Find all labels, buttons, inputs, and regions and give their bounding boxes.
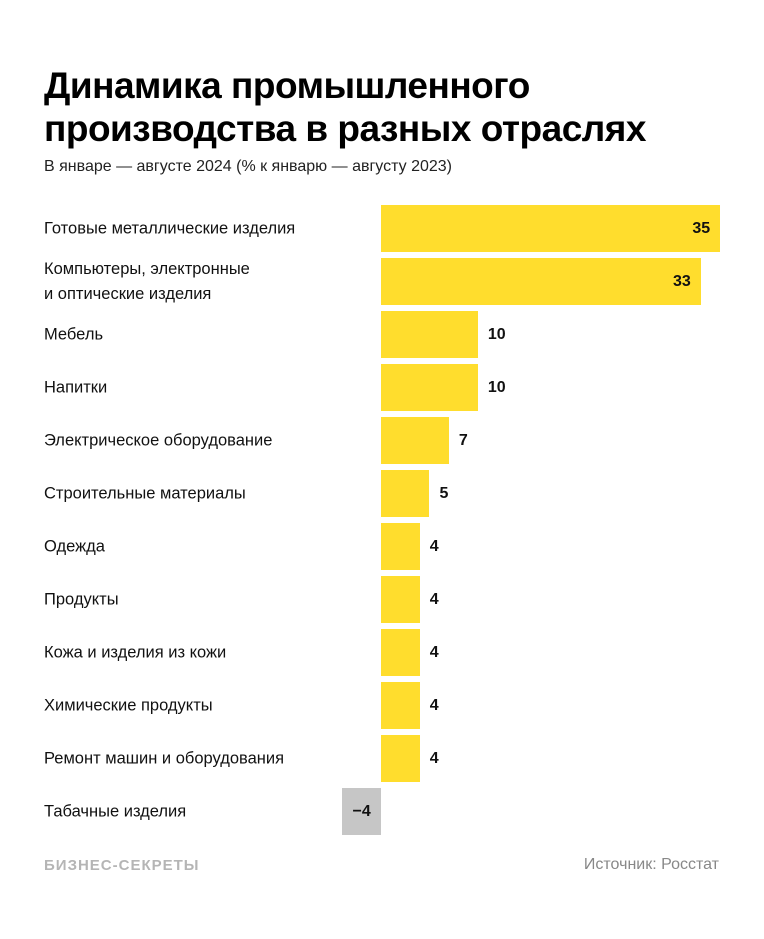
value-label: 4: [429, 590, 439, 608]
value-label: 4: [429, 537, 439, 555]
category-label: Одежда: [44, 537, 105, 555]
bar: [381, 629, 420, 676]
brand-logo: БИЗНЕС-СЕКРЕТЫ: [44, 857, 200, 874]
category-label: Табачные изделия: [44, 802, 187, 820]
value-label: 7: [458, 431, 468, 449]
value-label: 10: [487, 325, 506, 343]
category-label: Ремонт машин и оборудования: [44, 749, 285, 767]
category-label: Электрическое оборудование: [44, 431, 273, 449]
bar: [381, 311, 478, 358]
bar: [381, 364, 478, 411]
bar: [381, 682, 420, 729]
value-label: 33: [672, 272, 691, 290]
value-label: 4: [429, 643, 439, 661]
bar: [381, 576, 420, 623]
value-label: 4: [429, 749, 439, 767]
category-label: Химические продукты: [44, 696, 213, 714]
value-label: 10: [487, 378, 506, 396]
chart-subtitle: В январе — августе 2024 (% к январю — ав…: [44, 158, 452, 175]
category-label: Напитки: [44, 378, 108, 396]
category-label: Мебель: [44, 325, 104, 343]
category-label: Готовые металлические изделия: [44, 219, 296, 237]
value-label: −4: [352, 802, 371, 820]
value-label: 35: [692, 219, 711, 237]
category-label: Компьютеры, электронные и оптические изд…: [44, 259, 250, 303]
value-label: 5: [439, 484, 449, 502]
category-label: Кожа и изделия из кожи: [44, 643, 227, 661]
chart-title: Динамика промышленного производства в ра…: [44, 65, 646, 149]
bar: [381, 735, 420, 782]
source-note: Источник: Росстат: [583, 856, 719, 873]
bar: [381, 205, 721, 252]
category-label: Строительные материалы: [44, 484, 246, 502]
value-label: 4: [429, 696, 439, 714]
bar: [381, 523, 420, 570]
bar: [381, 258, 701, 305]
bar: [381, 470, 430, 517]
bar: [381, 417, 449, 464]
bar: [342, 788, 381, 835]
category-label: Продукты: [44, 590, 119, 608]
